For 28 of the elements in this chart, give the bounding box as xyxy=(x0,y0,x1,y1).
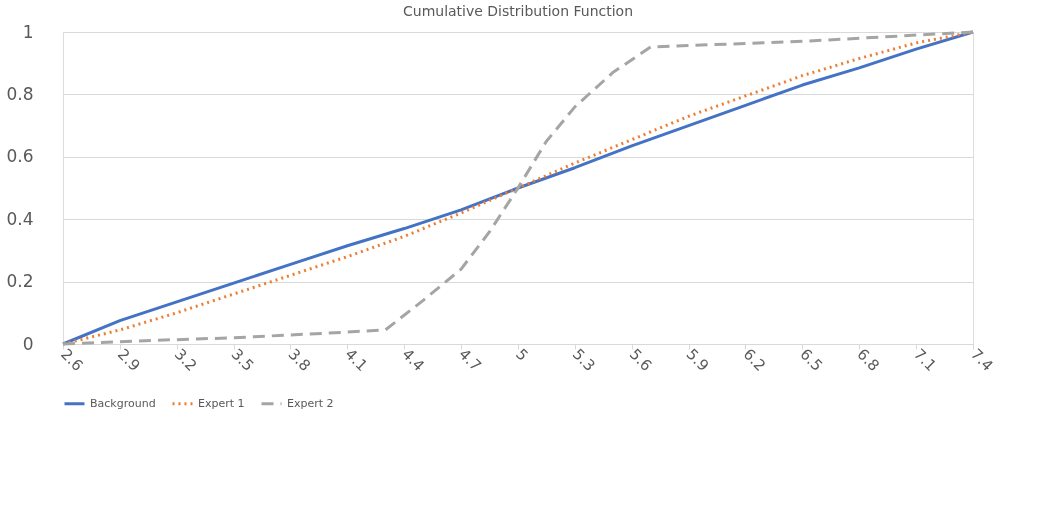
y-tick-label: 0.6 xyxy=(6,146,34,167)
y-tick-label: 1 xyxy=(22,21,34,42)
y-tick-label: 0 xyxy=(22,333,34,354)
y-tick-label: 0.2 xyxy=(6,271,34,292)
x-tick-label: 3.8 xyxy=(284,345,315,375)
legend-label: Expert 1 xyxy=(198,396,245,410)
x-tick-label: 5.6 xyxy=(625,345,656,375)
y-tick-label: 0.8 xyxy=(6,83,34,104)
legend-label: Background xyxy=(90,396,156,410)
x-tick-label: 4.4 xyxy=(398,345,428,375)
legend-label: Expert 2 xyxy=(287,396,334,410)
x-tick-label: 4.7 xyxy=(455,345,485,375)
x-tick-label: 5.9 xyxy=(682,345,713,375)
x-tick-label: 5 xyxy=(512,345,532,365)
x-tick-label: 6.5 xyxy=(796,345,827,375)
chart-title: Cumulative Distribution Function xyxy=(402,3,634,19)
x-tick-label: 3.5 xyxy=(227,345,258,375)
x-tick-label: 6.2 xyxy=(739,345,770,375)
y-tick-label: 0.4 xyxy=(6,208,34,229)
x-tick-label: 7.4 xyxy=(967,345,997,375)
x-tick-label: 6.8 xyxy=(853,345,883,375)
x-tick-label: 2.6 xyxy=(57,345,87,375)
line-series xyxy=(61,30,975,346)
x-tick-label: 3.2 xyxy=(170,345,201,375)
x-tick-label: 7.1 xyxy=(910,345,940,375)
x-tick-label: 5.3 xyxy=(569,345,599,375)
x-tick-label: 4.1 xyxy=(341,345,372,375)
x-tick-label: 2.9 xyxy=(114,345,144,375)
